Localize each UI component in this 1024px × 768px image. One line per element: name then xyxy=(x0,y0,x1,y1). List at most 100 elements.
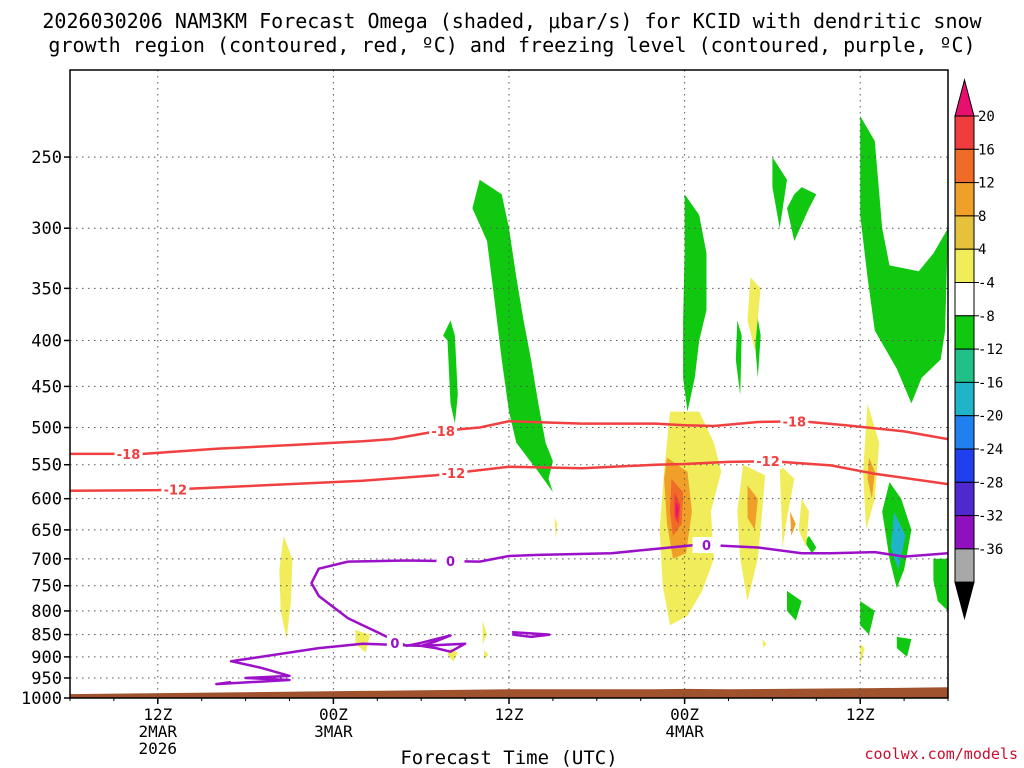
colorbar-top-arrow xyxy=(954,78,975,117)
omega-region-24 xyxy=(737,464,766,602)
colorbar-label-11: -28 xyxy=(978,475,1003,491)
omega-region-33 xyxy=(867,457,875,499)
y-tick-label-1000: 1000 xyxy=(21,689,62,709)
contour-dgz-minus18-label-0: -18 xyxy=(117,448,141,463)
contour-freezing-0-label-bg-0 xyxy=(436,553,465,570)
contour-dgz-minus12-label-bg-2 xyxy=(754,453,783,470)
colorbar-box-3 xyxy=(954,215,975,250)
chart-title-line2: growth region (contoured, red, ºC) and f… xyxy=(48,33,975,57)
colorbar-box-6 xyxy=(954,315,975,350)
colorbar-box-10 xyxy=(954,448,975,483)
omega-region-29 xyxy=(762,639,767,649)
omega-region-10 xyxy=(787,590,802,621)
omega-region-31 xyxy=(747,485,758,530)
colorbar-box-13 xyxy=(954,548,975,583)
contour-freezing-loop xyxy=(215,560,467,686)
x-tick-label-30-0: 12Z xyxy=(495,705,524,724)
y-tick-label-500: 500 xyxy=(31,419,62,439)
y-tick-label-600: 600 xyxy=(31,490,62,510)
x-tick-label-42-0: 00Z xyxy=(670,705,699,724)
colorbar-label-3: 8 xyxy=(978,209,986,225)
y-tick-label-950: 950 xyxy=(31,669,62,689)
contour-lines: -18 -18 -18 -12 -12 -12 0 0 0 xyxy=(70,413,948,686)
x-axis-label: Forecast Time (UTC) xyxy=(400,747,617,768)
colorbar-label-6: -8 xyxy=(978,309,995,325)
ground-layer xyxy=(70,687,948,698)
y-tick-label-550: 550 xyxy=(31,456,62,476)
omega-region-6 xyxy=(735,320,742,395)
contour-dgz-minus18-label-bg-0 xyxy=(114,445,143,462)
omega-shading xyxy=(279,116,948,666)
contour-dgz-minus12-label-bg-0 xyxy=(161,481,190,498)
contour-dgz-minus18-label-bg-1 xyxy=(429,422,458,439)
colorbar-bottom-arrow xyxy=(954,581,975,621)
colorbar-box-1 xyxy=(954,148,975,184)
colorbar-label-4: 4 xyxy=(978,242,986,258)
colorbar-label-0: 20 xyxy=(978,109,995,125)
x-tick-label-6-1: 2MAR xyxy=(139,722,178,741)
y-tick-label-450: 450 xyxy=(31,377,62,397)
contour-dgz-minus12-label-bg-1 xyxy=(439,465,468,482)
contour-dgz-minus18-label-2: -18 xyxy=(783,415,807,430)
omega-region-12 xyxy=(804,535,817,554)
omega-region-0 xyxy=(472,179,553,493)
omega-region-9 xyxy=(933,558,948,611)
omega-region-14 xyxy=(896,636,912,657)
contour-dgz-minus12-label-1: -12 xyxy=(442,467,466,482)
contour-freezing-loop-label: 0 xyxy=(390,637,399,652)
contour-dgz-minus18-label-1: -18 xyxy=(431,425,455,440)
omega-region-19 xyxy=(482,620,487,644)
y-tick-label-300: 300 xyxy=(31,219,62,239)
x-tick-label-6-0: 12Z xyxy=(143,705,172,724)
grid-lines xyxy=(70,70,948,699)
omega-region-11 xyxy=(860,601,875,635)
x-tick-label-18-0: 00Z xyxy=(319,705,348,724)
x-tick-label-6-2: 2026 xyxy=(139,739,178,758)
colorbar-box-9 xyxy=(954,415,975,450)
credit-text: coolwx.com/models xyxy=(864,745,1018,763)
colorbar-label-1: 16 xyxy=(978,142,995,158)
colorbar-box-11 xyxy=(954,481,975,517)
y-tick-label-400: 400 xyxy=(31,331,62,351)
colorbar-label-9: -20 xyxy=(978,409,1003,425)
contour-freezing-loop-label-bg xyxy=(386,634,403,651)
contour-dgz-minus12-label-0: -12 xyxy=(164,483,188,498)
colorbar-label-12: -32 xyxy=(978,509,1003,525)
y-tick-label-800: 800 xyxy=(31,602,62,622)
omega-region-5 xyxy=(860,116,948,404)
y-tick-label-250: 250 xyxy=(31,148,62,168)
colorbar-box-4 xyxy=(954,248,975,283)
x-tick-label-42-1: 4MAR xyxy=(665,722,704,741)
x-tick-label-54-0: 12Z xyxy=(846,705,875,724)
omega-region-26 xyxy=(798,498,809,548)
y-tick-label-900: 900 xyxy=(31,648,62,668)
contour-freezing-0-label-bg-1 xyxy=(692,536,721,553)
omega-region-4 xyxy=(787,187,817,241)
omega-region-28 xyxy=(860,643,865,666)
contour-freezing-0-label-1: 0 xyxy=(702,539,711,554)
contour-freezing-0-label-0: 0 xyxy=(446,555,455,570)
omega-region-21 xyxy=(554,517,558,539)
x-tick-label-18-1: 3MAR xyxy=(314,722,353,741)
colorbar-box-8 xyxy=(954,381,975,417)
omega-region-16 xyxy=(279,535,293,640)
y-tick-label-700: 700 xyxy=(31,550,62,570)
y-tick-label-350: 350 xyxy=(31,279,62,299)
chart-title-line1: 2026030206 NAM3KM Forecast Omega (shaded… xyxy=(42,9,982,33)
colorbar-label-5: -4 xyxy=(978,276,995,292)
colorbar-label-2: 12 xyxy=(978,176,995,192)
omega-region-23 xyxy=(747,277,761,351)
contour-dgz-minus12 xyxy=(70,459,948,493)
colorbar-box-0 xyxy=(954,115,975,150)
y-tick-label-750: 750 xyxy=(31,577,62,597)
y-tick-label-850: 850 xyxy=(31,626,62,646)
contour-dgz-minus18 xyxy=(70,419,948,456)
colorbar: 20 16 12 8 4 -4 -8 -12 -16 -20 -24 -28 -32 -36 xyxy=(954,78,1003,621)
contour-freezing-0 xyxy=(347,543,948,563)
colorbar-box-12 xyxy=(954,515,975,550)
colorbar-box-7 xyxy=(954,348,975,383)
y-tick-label-650: 650 xyxy=(31,521,62,541)
colorbar-label-7: -12 xyxy=(978,342,1003,358)
